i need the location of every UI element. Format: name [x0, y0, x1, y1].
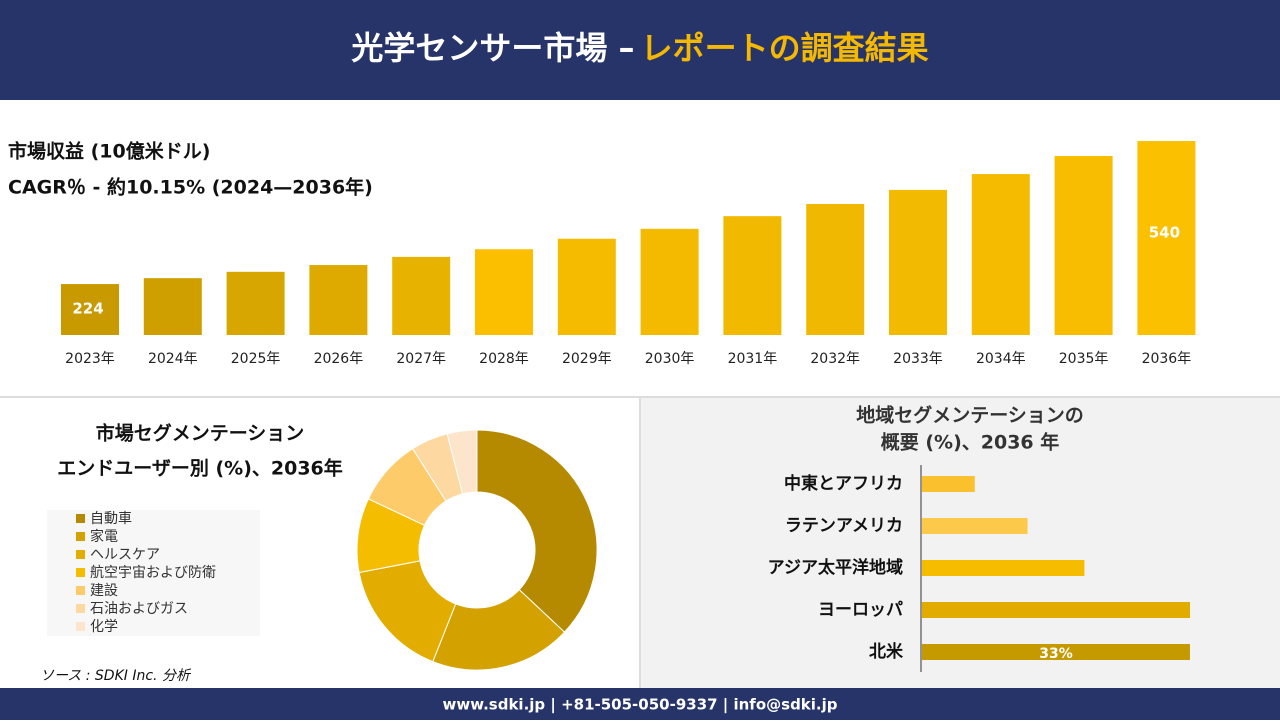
y-tick-label: アジア太平洋地域 [768, 557, 903, 578]
y-tick-label: 中東とアフリカ [784, 473, 903, 494]
header-band [0, 0, 1280, 100]
bar [61, 284, 119, 335]
legend-label: 石油およびガス [90, 601, 188, 617]
data-label: 224 [72, 300, 103, 318]
bar [922, 602, 1190, 618]
x-tick-label: 2029年 [562, 351, 612, 367]
x-tick-label: 2035年 [1059, 351, 1109, 367]
x-tick-label: 2026年 [314, 351, 364, 367]
x-tick-label: 2024年 [148, 351, 198, 367]
y-tick-label: ヨーロッパ [818, 600, 903, 620]
bar [723, 216, 782, 335]
data-label: 33% [1039, 646, 1073, 662]
donut-slice [446, 429, 478, 495]
legend-swatch [76, 532, 85, 541]
title-main: 光学センサー市場 – [351, 29, 634, 67]
x-tick-label: 2031年 [728, 351, 778, 367]
footer: www.sdki.jp | +81-505-050-9337 | info@sd… [442, 696, 837, 715]
legend-label: 家電 [90, 528, 118, 545]
legend-label: 化学 [90, 619, 118, 635]
bar [889, 189, 947, 335]
source: ソース : SDKI Inc. 分析 [40, 668, 192, 684]
x-tick-label: 2023年 [65, 351, 115, 367]
header-title: 光学センサー市場 – レポートの調査結果 [351, 29, 928, 67]
legend-swatch [76, 568, 85, 577]
data-label: 540 [1149, 224, 1180, 242]
bar [922, 560, 1085, 576]
legend-label: 自動車 [90, 510, 132, 527]
donut-slice [432, 588, 566, 671]
x-tick-label: 2027年 [396, 351, 446, 367]
bar [226, 271, 285, 335]
legend-swatch [76, 622, 85, 631]
bar [922, 476, 975, 492]
footer-band [0, 688, 1280, 720]
x-tick-label: 2028年 [479, 351, 529, 367]
bar [971, 174, 1030, 335]
legend-label: ヘルスケア [90, 547, 160, 563]
x-tick-label: 2036年 [1142, 351, 1192, 367]
legend-swatch [76, 604, 85, 613]
bar [640, 228, 699, 335]
legend-label: 航空宇宙および防衛 [90, 565, 216, 581]
y-tick-label: 北米 [869, 641, 904, 662]
legend-swatch [76, 550, 85, 559]
bar [922, 518, 1028, 534]
annotation: CAGR％ - 約10.15% (2024—2036年) [8, 176, 373, 199]
legend-label: 建設 [90, 583, 118, 599]
x-tick-label: 2025年 [231, 351, 281, 367]
legend-swatch [76, 514, 85, 523]
bar [922, 644, 1190, 660]
legend-swatch [76, 586, 85, 595]
x-tick-label: 2030年 [645, 351, 695, 367]
bar [143, 278, 202, 335]
bar [392, 256, 451, 335]
bar [475, 249, 533, 335]
bar [557, 238, 616, 335]
chart-title: 地域セグメンテーションの [856, 404, 1084, 427]
bar [1054, 155, 1113, 335]
chart-subtitle: 市場収益 (10億米ドル) [8, 140, 210, 163]
bar [806, 203, 865, 335]
title-highlight: レポートの調査結果 [641, 29, 929, 67]
x-tick-label: 2034年 [976, 351, 1026, 367]
chart-subtitle: エンドユーザー別 (%)、2036年 [57, 457, 343, 480]
chart-subtitle: 概要 (%)、2036 年 [881, 431, 1060, 454]
bar [1137, 141, 1196, 335]
x-tick-label: 2032年 [810, 351, 860, 367]
bar [309, 265, 368, 335]
region-panel [641, 398, 1280, 688]
y-tick-label: ラテンアメリカ [785, 516, 903, 536]
donut-slice [476, 429, 598, 633]
chart-title: 市場セグメンテーション [96, 422, 305, 445]
x-tick-label: 2033年 [893, 351, 943, 367]
